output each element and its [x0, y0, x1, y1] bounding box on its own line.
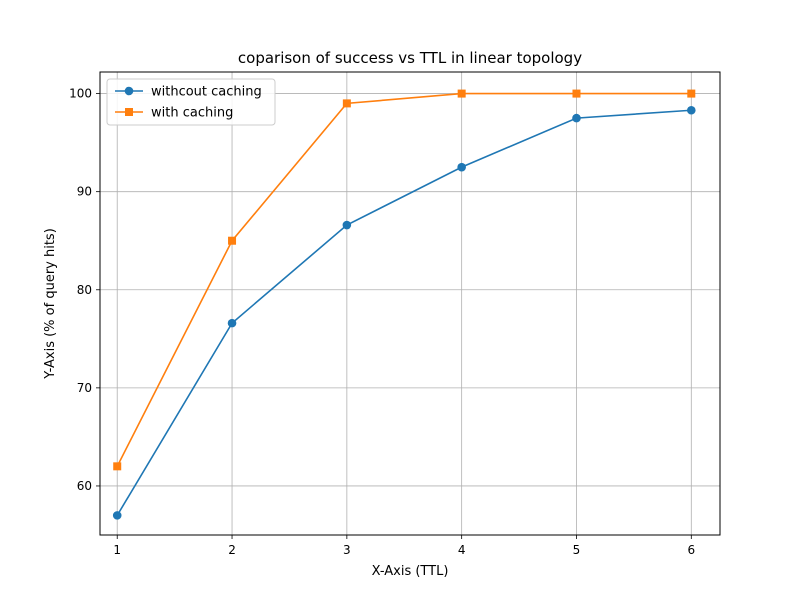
data-point [227, 318, 237, 328]
legend-marker [125, 108, 133, 116]
y-tick-label: 60 [77, 479, 92, 493]
data-point [457, 89, 466, 98]
y-tick-label: 80 [77, 283, 92, 297]
legend-label: with caching [151, 106, 233, 121]
y-tick-label: 70 [77, 381, 92, 395]
series-line [116, 92, 692, 467]
x-tick-label: 1 [113, 543, 121, 557]
data-point [112, 511, 122, 520]
y-tick-label: 90 [77, 185, 92, 199]
plot-frame [99, 71, 721, 536]
data-point [687, 89, 696, 98]
data-point [342, 220, 352, 230]
legend: withcout caching with caching [106, 78, 276, 126]
data-point [342, 99, 351, 108]
data-point [228, 236, 237, 245]
legend-item: with caching [115, 106, 233, 121]
series-layer [112, 89, 696, 520]
series-1 [112, 105, 696, 520]
x-tick-label: 6 [687, 543, 695, 557]
data-point [572, 89, 581, 98]
x-tick-label: 3 [343, 543, 351, 557]
series-2 [113, 89, 696, 471]
legend-label: withcout caching [151, 85, 262, 100]
legend-box [106, 78, 276, 126]
y-axis-label: Y-Axis (% of query hits) [43, 228, 58, 380]
legend-item: withcout caching [115, 85, 262, 100]
y-tick-label: 100 [69, 87, 92, 101]
x-tick-label: 5 [573, 543, 581, 557]
data-point [457, 162, 466, 172]
series-line [116, 109, 692, 516]
x-tick-label: 2 [228, 543, 236, 557]
axis-ticks: 1 2 3 4 5 6 60 70 80 90 100 [69, 87, 695, 557]
data-point [113, 462, 122, 471]
x-tick-label: 4 [458, 543, 466, 557]
data-point [686, 105, 696, 115]
chart-title: coparison of success vs TTL in linear to… [238, 49, 582, 67]
legend-marker [124, 86, 134, 96]
data-point [572, 113, 581, 123]
x-axis-label: X-Axis (TTL) [372, 564, 449, 579]
